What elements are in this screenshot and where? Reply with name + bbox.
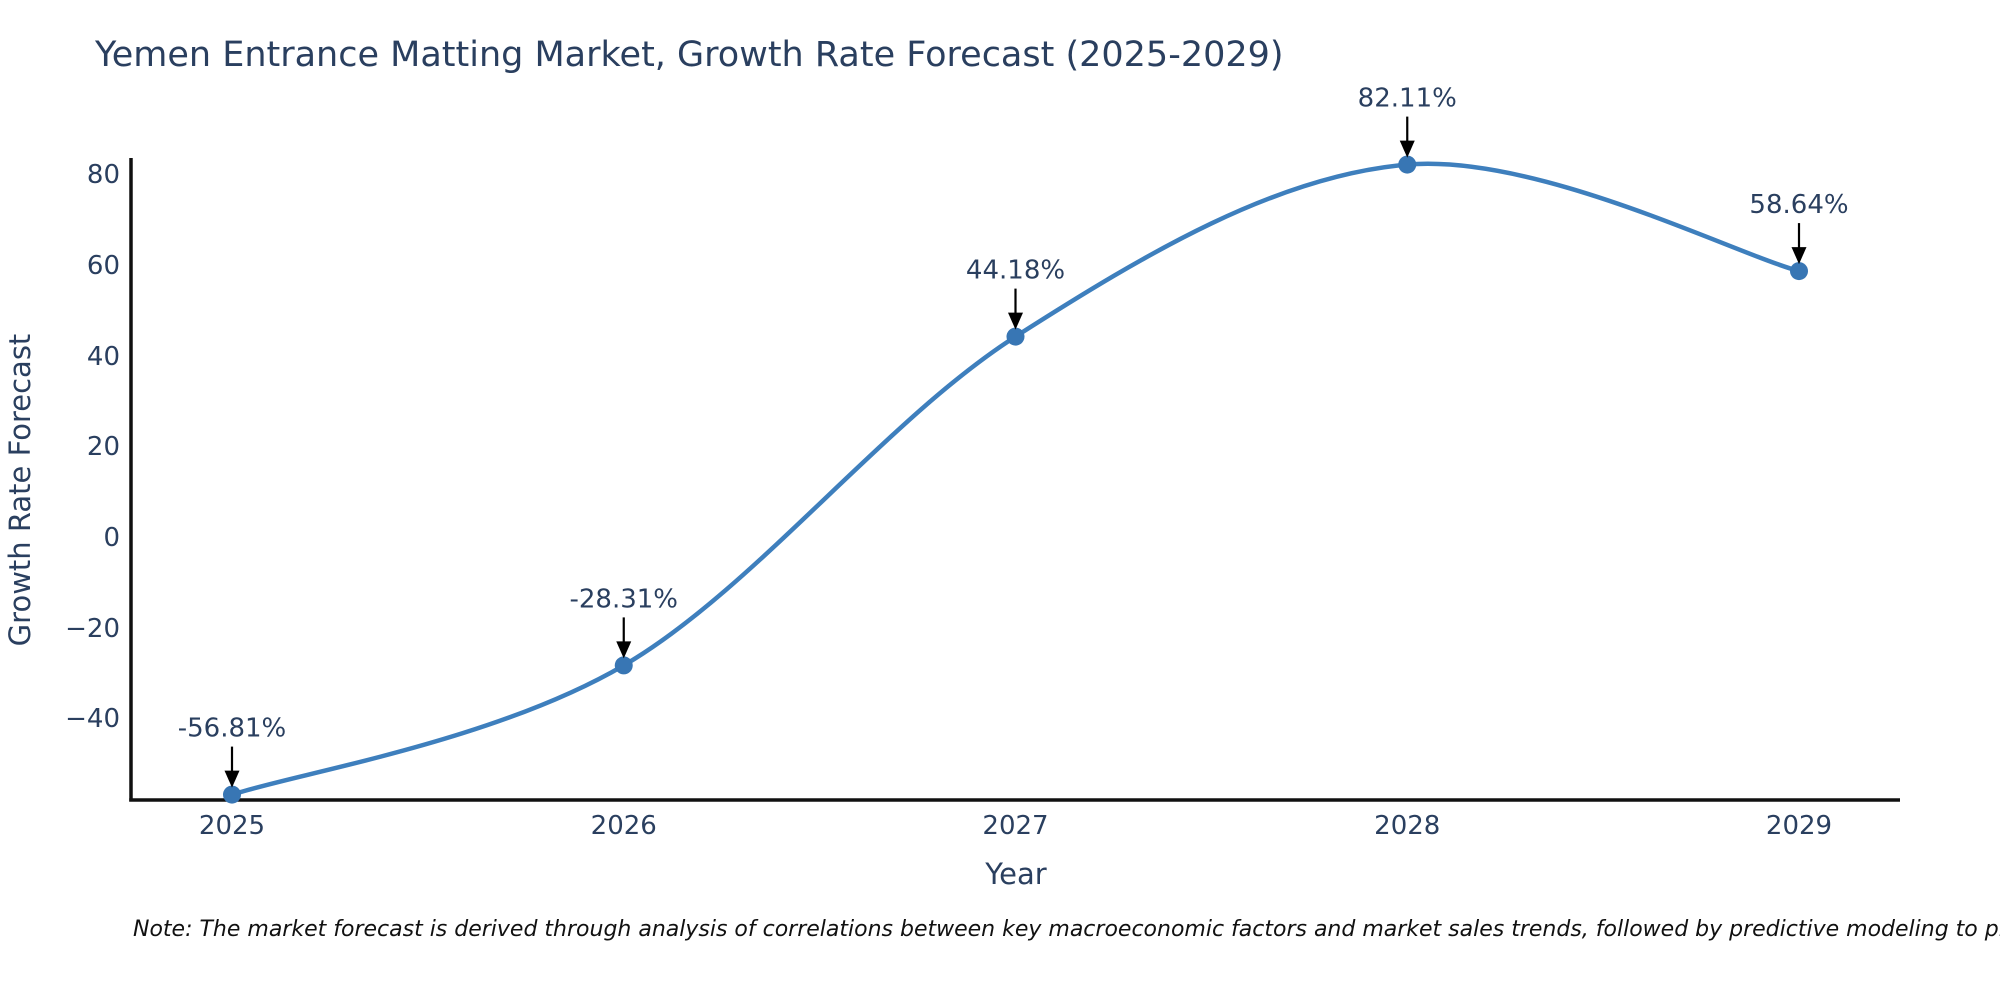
y-tick-20: 20 — [87, 432, 120, 462]
annotation-arrowhead-icon — [1399, 140, 1415, 158]
x-axis-tick-labels: 2025 2026 2027 2028 2029 — [199, 811, 1832, 841]
annotation-label: -56.81% — [178, 714, 287, 744]
annotation-label: 82.11% — [1358, 84, 1457, 114]
x-tick-2026: 2026 — [591, 811, 657, 841]
x-axis-title: Year — [984, 857, 1046, 891]
y-axis-tick-labels: 80 60 40 20 0 −20 −40 — [65, 160, 120, 734]
series-markers — [223, 155, 1808, 804]
data-point-marker[interactable] — [614, 656, 633, 675]
data-point-marker[interactable] — [1398, 155, 1417, 174]
data-point-marker[interactable] — [1790, 262, 1808, 281]
annotation-arrowhead-icon — [224, 770, 240, 788]
x-tick-2029: 2029 — [1766, 811, 1832, 841]
annotation-arrowhead-icon — [1008, 312, 1023, 330]
annotation-arrowhead-icon — [616, 641, 632, 659]
y-tick-0: 0 — [103, 523, 120, 553]
y-tick-60: 60 — [87, 251, 120, 281]
annotation-label: 58.64% — [1749, 190, 1848, 220]
y-tick-neg40: −40 — [65, 704, 120, 734]
annotation-label: -28.31% — [569, 584, 678, 614]
y-tick-neg20: −20 — [65, 614, 120, 644]
chart-title: Yemen Entrance Matting Market, Growth Ra… — [94, 35, 1284, 75]
annotation-arrowhead-icon — [1791, 247, 1807, 265]
y-tick-40: 40 — [87, 342, 120, 372]
y-tick-80: 80 — [87, 160, 120, 190]
annotation-label: 44.18% — [966, 256, 1065, 286]
data-point-marker[interactable] — [1006, 327, 1025, 346]
point-annotations: -56.81% -28.31% 44.18% 82.11% 58.64% — [178, 84, 1849, 788]
x-tick-2028: 2028 — [1374, 811, 1440, 841]
data-point-marker[interactable] — [223, 785, 241, 804]
y-axis-title: Growth Rate Forecast — [3, 334, 37, 647]
footnote: Note: The market forecast is derived thr… — [133, 917, 2000, 942]
x-tick-2027: 2027 — [982, 811, 1048, 841]
x-tick-2025: 2025 — [199, 811, 265, 841]
